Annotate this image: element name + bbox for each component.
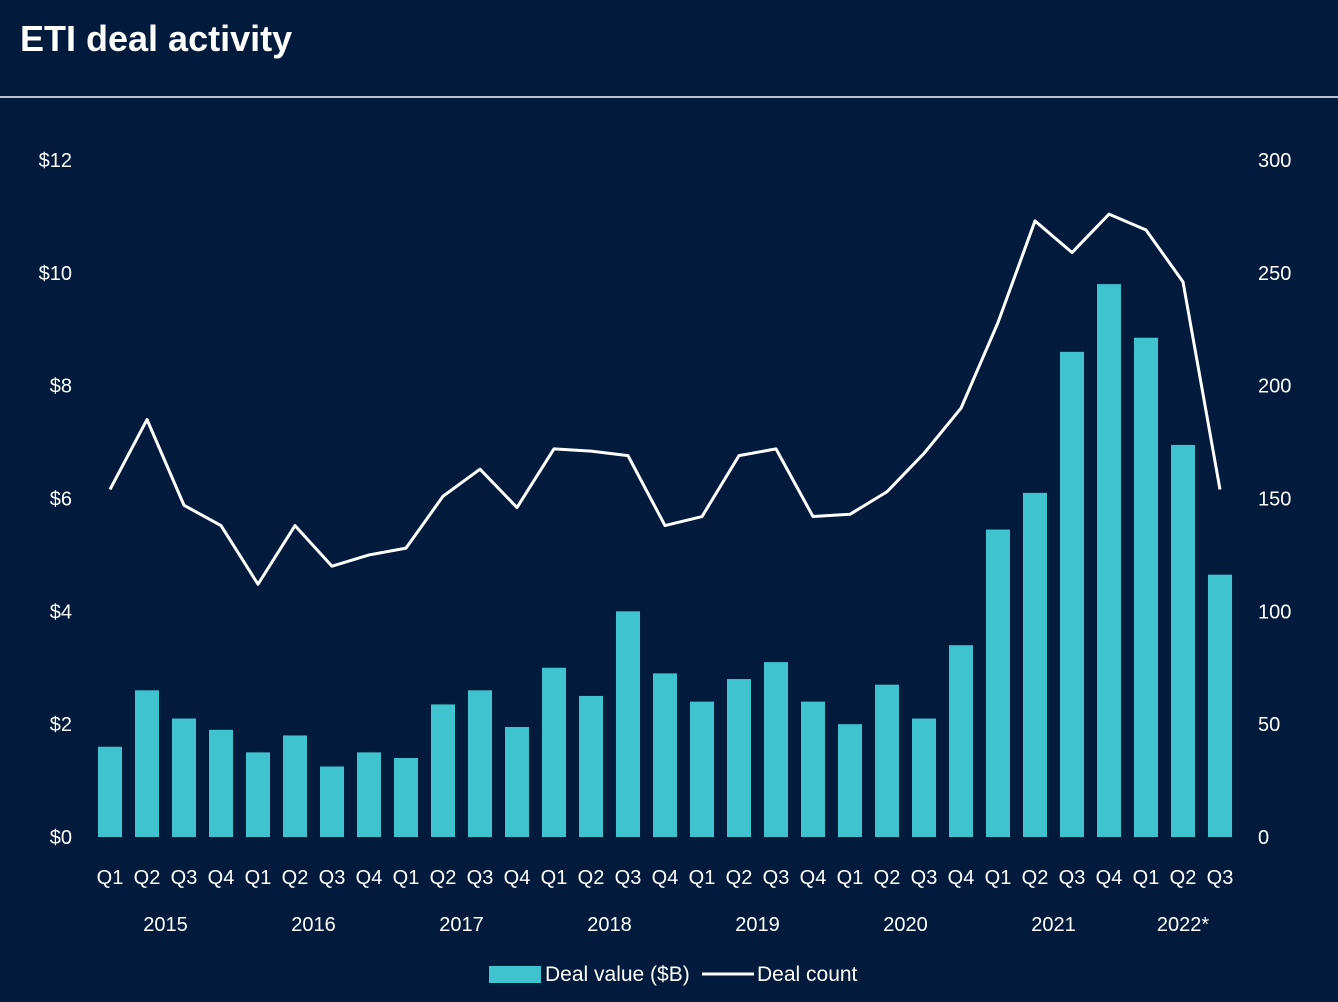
deal-value-bar: [1171, 444, 1195, 837]
quarter-label: Q3: [319, 867, 346, 889]
deal-value-bar: [727, 679, 751, 837]
deal-value-bar: [653, 673, 677, 837]
deal-value-bar: [1134, 337, 1158, 837]
quarter-label: Q1: [837, 867, 864, 889]
deal-value-bar: [394, 758, 418, 837]
year-label: 2019: [735, 914, 780, 936]
quarter-label: Q4: [504, 867, 531, 889]
deal-value-bar: [949, 645, 973, 837]
deal-value-bar: [505, 726, 529, 837]
quarter-label: Q2: [1170, 867, 1197, 889]
year-label: 2015: [143, 914, 188, 936]
deal-value-bar: [838, 724, 862, 837]
left-tick-label: $8: [50, 376, 72, 398]
deal-value-bar: [912, 718, 936, 837]
bar-series: [98, 284, 1232, 837]
quarter-label: Q1: [97, 867, 124, 889]
deal-value-bar: [616, 611, 640, 837]
year-label: 2021: [1031, 914, 1076, 936]
deal-value-bar: [801, 701, 825, 837]
deal-value-bar: [1097, 284, 1121, 837]
year-label: 2018: [587, 914, 632, 936]
right-tick-label: 250: [1258, 263, 1291, 285]
deal-value-bar: [172, 718, 196, 837]
right-tick-label: 100: [1258, 601, 1291, 623]
quarter-label: Q2: [1022, 867, 1049, 889]
deal-value-bar: [1060, 351, 1084, 837]
quarter-label: Q1: [393, 867, 420, 889]
quarter-label: Q2: [134, 867, 161, 889]
year-label: 2017: [439, 914, 484, 936]
deal-value-bar: [468, 690, 492, 837]
year-label: 2016: [291, 914, 336, 936]
quarter-label: Q2: [282, 867, 309, 889]
deal-value-bar: [986, 529, 1010, 837]
deal-value-bar: [246, 752, 270, 837]
year-label: 2020: [883, 914, 928, 936]
quarter-label: Q4: [1096, 867, 1123, 889]
year-label: 2022*: [1157, 914, 1209, 936]
quarter-label: Q1: [541, 867, 568, 889]
right-tick-label: 0: [1258, 827, 1269, 849]
quarter-label: Q3: [763, 867, 790, 889]
quarter-label: Q3: [1207, 867, 1234, 889]
deal-value-bar: [98, 746, 122, 837]
right-tick-label: 50: [1258, 714, 1280, 736]
quarter-label: Q3: [1059, 867, 1086, 889]
deal-value-bar: [320, 766, 344, 837]
chart-header: ETI deal activity: [0, 0, 1338, 98]
left-tick-label: $0: [50, 827, 72, 849]
deal-value-bar: [283, 735, 307, 837]
left-tick-label: $6: [50, 489, 72, 511]
line-series: [108, 212, 1222, 586]
left-tick-label: $12: [39, 150, 72, 172]
deal-value-bar: [431, 704, 455, 837]
right-tick-label: 150: [1258, 489, 1291, 511]
quarter-label: Q2: [874, 867, 901, 889]
quarter-label: Q3: [467, 867, 494, 889]
right-axis: 0 50 100 150 200 250 300: [1258, 150, 1291, 849]
quarter-label: Q3: [171, 867, 198, 889]
quarter-label: Q2: [726, 867, 753, 889]
left-tick-label: $2: [50, 714, 72, 736]
chart-title: ETI deal activity: [20, 18, 293, 59]
deal-value-bar: [579, 695, 603, 837]
deal-value-bar: [542, 667, 566, 837]
deal-value-bar: [1023, 492, 1047, 837]
left-axis: $0 $2 $4 $6 $8 $10 $12: [39, 150, 72, 849]
quarter-label: Q2: [430, 867, 457, 889]
quarter-label: Q1: [689, 867, 716, 889]
deal-value-bar: [875, 684, 899, 837]
title-divider: [0, 96, 1338, 98]
quarter-label: Q2: [578, 867, 605, 889]
deal-value-bar: [1208, 574, 1232, 837]
legend-label-deal-value: Deal value ($B): [545, 963, 690, 986]
year-axis: 2015 2016 2017 2018 2019 2020 2021 2022*: [143, 914, 1209, 936]
quarter-label: Q1: [245, 867, 272, 889]
right-tick-label: 300: [1258, 150, 1291, 172]
right-tick-label: 200: [1258, 376, 1291, 398]
deal-value-bar: [209, 729, 233, 837]
deal-value-bar: [357, 752, 381, 837]
quarter-label: Q1: [1133, 867, 1160, 889]
quarter-label: Q4: [652, 867, 679, 889]
x-axis: Q1 Q2 Q3 Q4 Q1 Q2 Q3 Q4 Q1 Q2 Q3 Q4 Q1 Q2 Q3 Q4 Q1 Q2 Q3 Q4…: [97, 867, 1234, 889]
left-tick-label: $4: [50, 601, 72, 623]
quarter-label: Q3: [615, 867, 642, 889]
deal-value-bar: [764, 662, 788, 837]
deal-value-bar: [690, 701, 714, 837]
quarter-label: Q3: [911, 867, 938, 889]
deal-count-line: [108, 212, 1222, 586]
legend-swatch-bar: [489, 966, 541, 983]
legend-label-deal-count: Deal count: [757, 963, 858, 986]
quarter-label: Q4: [208, 867, 235, 889]
left-tick-label: $10: [39, 263, 72, 285]
quarter-label: Q4: [356, 867, 383, 889]
quarter-label: Q4: [948, 867, 975, 889]
deal-value-bar: [135, 690, 159, 837]
quarter-label: Q4: [800, 867, 827, 889]
quarter-label: Q1: [985, 867, 1012, 889]
legend: Deal value ($B) Deal count: [489, 963, 858, 986]
